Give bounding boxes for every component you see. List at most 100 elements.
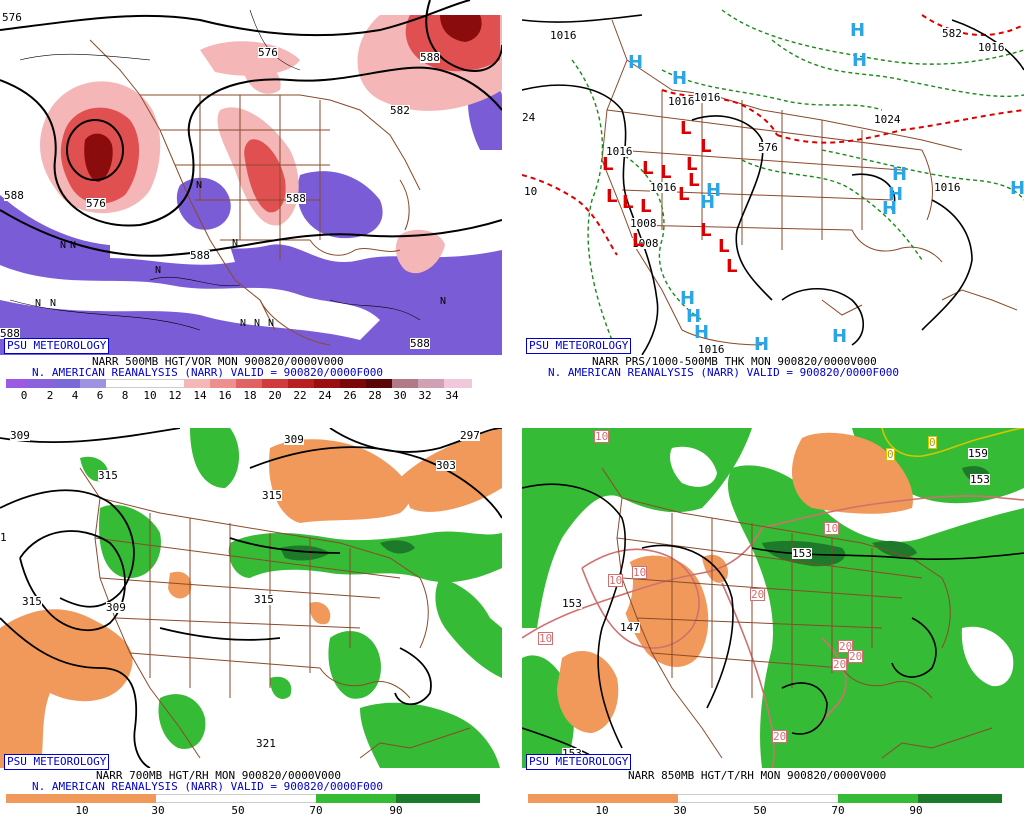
high-pressure-marker: H (700, 192, 716, 213)
contour-label: 10 (524, 185, 538, 198)
caption-line-1: NARR 850MB HGT/T/RH MON 900820/0000V000 (628, 769, 887, 782)
moist-areas (80, 428, 502, 768)
contour-label: 153 (562, 597, 582, 610)
contour-label: 315 (98, 469, 118, 482)
scale-tick: 10 (595, 804, 609, 817)
contour-label: 20 (848, 650, 864, 663)
low-pressure-marker: L (602, 154, 614, 175)
high-pressure-marker: H (1010, 178, 1024, 199)
humidity-850-scale-labels: 10 30 50 70 90 (522, 805, 1024, 819)
isobars (522, 14, 1024, 355)
contour-label: 1 (0, 531, 7, 544)
contour-label: 0 (886, 448, 895, 461)
source-badge: PSU METEOROLOGY (526, 338, 632, 354)
scale-tick: 50 (231, 804, 245, 817)
vorticity-minimum-marker: N (240, 318, 247, 329)
scale-tick: 2 (46, 389, 54, 402)
low-pressure-marker: L (686, 154, 698, 175)
low-pressure-marker: L (622, 192, 634, 213)
scale-tick: 8 (121, 389, 129, 402)
high-pressure-marker: H (706, 180, 722, 201)
contour-label: 159 (968, 447, 988, 460)
contour-label: 576 (86, 197, 106, 210)
vorticity-minimum-marker: N (50, 298, 57, 309)
scale-tick: 12 (168, 389, 182, 402)
high-pressure-marker: H (672, 68, 688, 89)
vorticity-minimum-marker: N (196, 180, 203, 191)
scale-tick: 20 (268, 389, 282, 402)
scale-tick: 90 (389, 804, 403, 817)
contour-label: 153 (792, 547, 812, 560)
high-pressure-marker: H (694, 322, 710, 343)
contour-label: 10 (824, 522, 840, 535)
negative-vorticity-areas (0, 84, 502, 355)
contour-label: 1016 (606, 145, 633, 158)
caption-line-1: NARR 500MB HGT/VOR MON 900820/0000V000 (92, 355, 344, 368)
scale-tick: 22 (293, 389, 307, 402)
contour-label: 10 (594, 430, 610, 443)
scale-tick: 24 (318, 389, 332, 402)
low-pressure-marker: L (632, 230, 644, 251)
high-pressure-marker: H (754, 334, 770, 355)
contour-label: 588 (286, 192, 306, 205)
contour-label: 10 (608, 574, 624, 587)
contour-label: 588 (4, 189, 24, 202)
contour-label: 1016 (550, 29, 577, 42)
humidity-scale-labels: 10 30 50 70 90 (0, 805, 506, 819)
scale-tick: 30 (393, 389, 407, 402)
contour-label: 1016 (650, 181, 677, 194)
high-pressure-marker: H (686, 306, 702, 327)
low-pressure-marker: L (606, 186, 618, 207)
low-pressure-marker: L (642, 158, 654, 179)
contour-label: 20 (750, 588, 766, 601)
scale-tick: 10 (143, 389, 157, 402)
low-pressure-marker: L (680, 118, 692, 139)
contour-label: 153 (562, 748, 582, 759)
contour-label: 576 (2, 11, 22, 24)
vorticity-minimum-marker: N (268, 318, 275, 329)
vorticity-scale-labels: 0 2 4 6 8 10 12 14 16 18 20 22 24 26 28 … (0, 390, 506, 404)
high-pressure-marker: H (680, 288, 696, 309)
contour-label: 20 (838, 640, 854, 653)
contour-label: 1008 (632, 237, 659, 250)
contour-label: 588 (0, 327, 20, 340)
vorticity-minimum-marker: N (232, 238, 239, 249)
dry-pocket-white (562, 446, 1014, 687)
scale-tick: 70 (831, 804, 845, 817)
contour-label: 1016 (978, 41, 1005, 54)
scale-tick: 26 (343, 389, 357, 402)
low-pressure-marker: L (688, 170, 700, 191)
low-pressure-marker: L (678, 184, 690, 205)
thickness-contours (571, 9, 1024, 341)
high-pressure-marker: H (628, 52, 644, 73)
humidity-700mb-map: 309 309 297 315 303 315 315 309 315 321 … (0, 428, 502, 768)
contour-label: 303 (436, 459, 456, 472)
scale-tick: 6 (96, 389, 104, 402)
contour-label: 315 (262, 489, 282, 502)
dry-areas (557, 432, 913, 733)
contour-label: 309 (10, 429, 30, 442)
contour-label: 10 (538, 632, 554, 645)
very-moist-areas (280, 540, 415, 561)
source-badge: PSU METEOROLOGY (526, 754, 632, 770)
contour-label: 0 (928, 436, 937, 449)
scale-tick: 34 (445, 389, 459, 402)
caption-line-1: NARR PRS/1000-500MB THK MON 900820/0000V… (592, 355, 877, 368)
vorticity-color-scale (6, 379, 480, 388)
humidity-850mb-map: 10 10 10 10 10 20 20 20 20 20 0 0 153 15… (522, 428, 1024, 768)
scale-tick: 32 (418, 389, 432, 402)
scale-tick: 16 (218, 389, 232, 402)
contour-label: 582 (390, 104, 410, 117)
scale-tick: 0 (20, 389, 28, 402)
coastlines-borders (601, 19, 1018, 346)
contour-label: 582 (942, 27, 962, 40)
caption-line-2: N. AMERICAN REANALYSIS (NARR) VALID = 90… (32, 366, 383, 379)
contour-label: 20 (772, 730, 788, 743)
caption-line-1: NARR 700MB HGT/RH MON 900820/0000V000 (96, 769, 342, 782)
low-pressure-marker: L (718, 236, 730, 257)
scale-tick: 10 (75, 804, 89, 817)
contour-label: 576 (258, 46, 278, 59)
height-contours (0, 0, 502, 257)
coastlines-borders (89, 39, 421, 346)
contour-label: 147 (620, 621, 640, 634)
